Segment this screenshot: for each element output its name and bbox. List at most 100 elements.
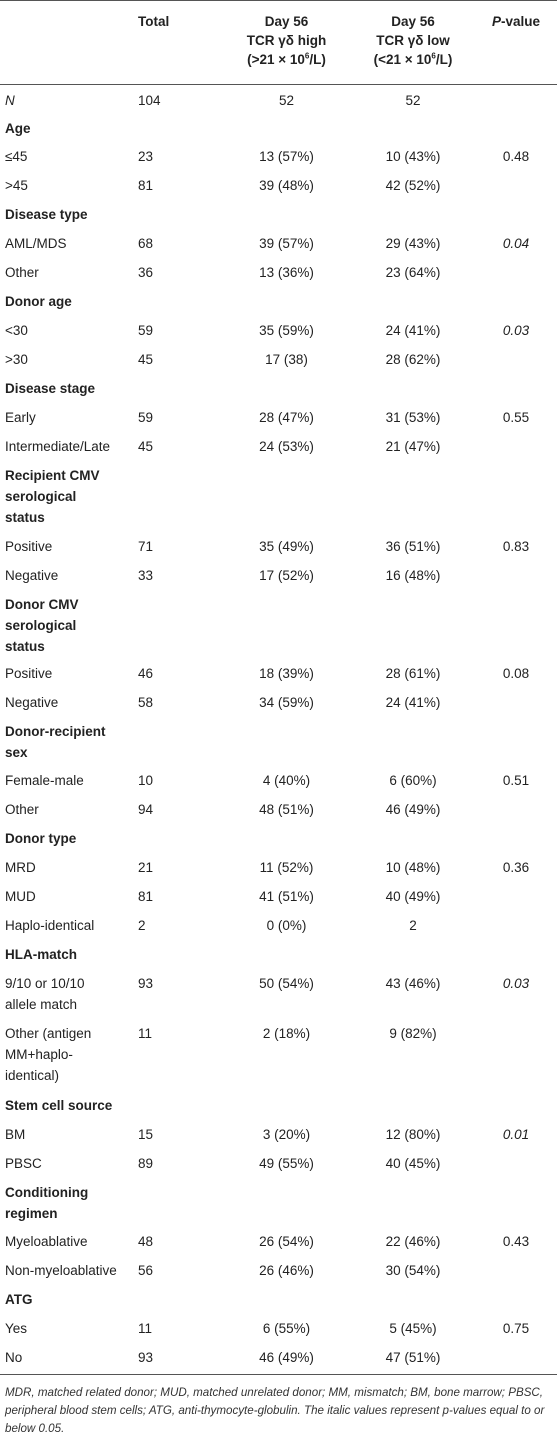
high-cell: 0 (0%): [266, 918, 307, 933]
pvalue-cell: 0.01: [502, 1127, 530, 1142]
header-pvalue: P-value: [491, 14, 541, 29]
empty-cell: [475, 824, 557, 853]
total-cell: 104: [138, 93, 161, 108]
empty-cell: [138, 200, 222, 229]
low-cell: 16 (48%): [385, 568, 441, 583]
empty-cell: [351, 200, 475, 229]
low-cell: 24 (41%): [385, 695, 441, 710]
low-cell: 52: [405, 93, 421, 108]
empty-cell: [351, 287, 475, 316]
low-cell: 31 (53%): [385, 410, 441, 425]
total-cell: 23: [138, 149, 154, 164]
empty-cell: [222, 114, 351, 142]
empty-cell: [222, 940, 351, 969]
high-cell: 41 (51%): [259, 889, 314, 904]
high-cell: 39 (48%): [259, 178, 314, 193]
empty-cell: [138, 940, 222, 969]
table-row: Haplo-identical 2 0 (0%) 2: [0, 911, 557, 940]
empty-cell: [351, 114, 475, 142]
section-label-line: regimen: [5, 1206, 58, 1221]
table-row: 9/10 or 10/10 allele match 93 50 (54%) 43 (4…: [0, 969, 557, 1019]
section-label-line: sex: [5, 745, 28, 760]
high-cell: 3 (20%): [262, 1127, 311, 1142]
empty-cell: [222, 1285, 351, 1314]
row-label: Other: [5, 265, 39, 280]
section-label: Recipient CMV serological status: [0, 461, 138, 532]
high-cell: 13 (36%): [259, 265, 314, 280]
row-label: AML/MDS: [5, 236, 67, 251]
low-cell: 40 (45%): [385, 1156, 441, 1171]
low-cell: 12 (80%): [385, 1127, 441, 1142]
header-low-line1: Day 56: [391, 14, 435, 29]
section-label: ATG: [0, 1285, 138, 1314]
pvalue-cell: 0.83: [502, 539, 530, 554]
row-label: MUD: [5, 889, 36, 904]
low-cell: 10 (48%): [385, 860, 441, 875]
total-cell: 93: [138, 976, 154, 991]
pvalue-cell: 0.03: [502, 976, 530, 991]
empty-cell: [138, 1091, 222, 1120]
empty-cell: [475, 287, 557, 316]
total-cell: 94: [138, 802, 154, 817]
empty-cell: [138, 717, 222, 766]
row-label: 9/10 or 10/10 allele match: [0, 969, 138, 1019]
low-cell: 21 (47%): [385, 439, 441, 454]
table-row: No 93 46 (49%) 47 (51%): [0, 1343, 557, 1372]
total-cell: 56: [138, 1263, 154, 1278]
low-cell: 36 (51%): [385, 539, 441, 554]
empty-cell: [222, 200, 351, 229]
empty-cell: [475, 461, 557, 532]
row-label: BM: [5, 1127, 26, 1142]
high-cell: 35 (59%): [259, 323, 314, 338]
low-cell: 9 (82%): [389, 1026, 437, 1041]
total-cell: 45: [138, 439, 154, 454]
empty-cell: [351, 1091, 475, 1120]
high-cell: 26 (46%): [259, 1263, 314, 1278]
table-row: Early 59 28 (47%) 31 (53%) 0.55: [0, 403, 557, 432]
table-row: Yes 11 6 (55%) 5 (45%) 0.75: [0, 1314, 557, 1343]
low-cell: 42 (52%): [385, 178, 441, 193]
table-row: <30 59 35 (59%) 24 (41%) 0.03: [0, 316, 557, 345]
pvalue-cell: [475, 432, 557, 461]
pvalue-cell: 0.08: [502, 666, 530, 681]
row-label: Negative: [5, 695, 59, 710]
section-label: Donor age: [0, 287, 138, 316]
empty-cell: [475, 374, 557, 403]
table-row: Non-myeloablative 56 26 (46%) 30 (54%): [0, 1256, 557, 1285]
total-cell: 33: [138, 568, 154, 583]
section-label: Conditioning regimen: [0, 1178, 138, 1227]
table-row: AML/MDS 68 39 (57%) 29 (43%) 0.04: [0, 229, 557, 258]
table-row: ≤45 23 13 (57%) 10 (43%) 0.48: [0, 142, 557, 171]
low-cell: 24 (41%): [385, 323, 441, 338]
pvalue-cell: [475, 795, 557, 824]
section-row: HLA-match: [0, 940, 557, 969]
high-cell: 6 (55%): [262, 1321, 311, 1336]
high-cell: 18 (39%): [259, 666, 314, 681]
total-cell: 48: [138, 1234, 154, 1249]
table-row: Other (antigen MM+haplo-identical) 11 2 (18…: [0, 1019, 557, 1091]
section-label-line: Donor type: [5, 831, 77, 846]
total-cell: 89: [138, 1156, 154, 1171]
pvalue-cell: [475, 882, 557, 911]
header-high-line2: TCR γδ high: [246, 33, 327, 48]
section-label-line: ATG: [5, 1292, 33, 1307]
high-cell: 35 (49%): [259, 539, 314, 554]
row-label: >45: [5, 178, 28, 193]
section-row: Donor type: [0, 824, 557, 853]
empty-cell: [138, 1178, 222, 1227]
section-label-line: serological: [5, 489, 77, 504]
header-rule: [0, 84, 557, 85]
total-cell: 59: [138, 410, 154, 425]
section-label: Donor CMV serological status: [0, 590, 138, 659]
section-row: Donor age: [0, 287, 557, 316]
low-cell: 5 (45%): [389, 1321, 437, 1336]
section-label-line: Conditioning: [5, 1185, 89, 1200]
table-row: Other 36 13 (36%) 23 (64%): [0, 258, 557, 287]
table-row: Intermediate/Late 45 24 (53%) 21 (47%): [0, 432, 557, 461]
section-label-line: Disease stage: [5, 381, 96, 396]
section-row: Donor CMV serological status: [0, 590, 557, 659]
section-row: Disease type: [0, 200, 557, 229]
table-row: Other 94 48 (51%) 46 (49%): [0, 795, 557, 824]
empty-cell: [351, 717, 475, 766]
row-label: >30: [5, 352, 28, 367]
